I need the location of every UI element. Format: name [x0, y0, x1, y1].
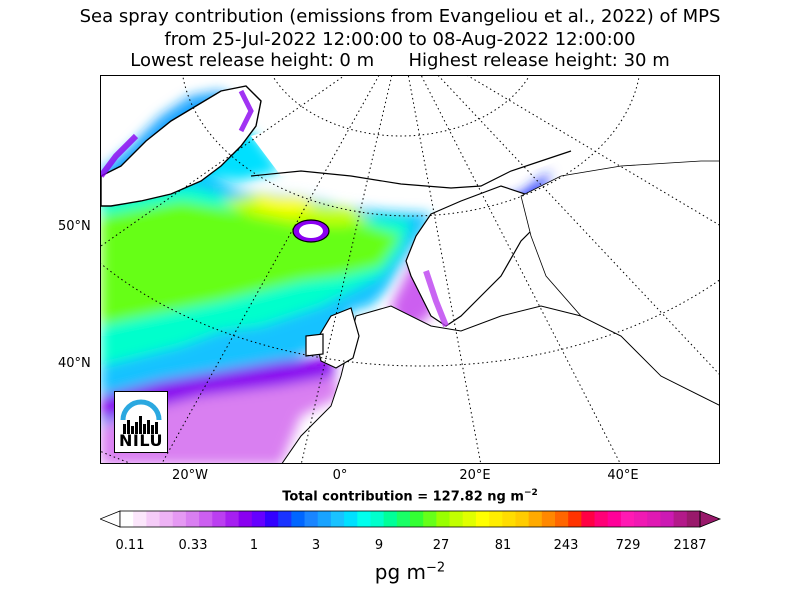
colorbar-bin: [462, 511, 477, 527]
colorbar-bin: [594, 511, 609, 527]
lon-label-20w: 20°W: [172, 468, 208, 483]
colorbar-bin: [647, 511, 661, 527]
colorbar-bin: [515, 511, 530, 527]
colorbar-bin: [304, 511, 319, 527]
colorbar-bin: [541, 511, 556, 527]
colorbar-bin: [317, 511, 332, 527]
colorbar-tick-label: 27: [432, 538, 450, 553]
colorbar-bin: [291, 511, 306, 527]
colorbar-bin: [673, 511, 688, 527]
colorbar-extend-low: [100, 510, 121, 528]
colorbar-bin: [146, 511, 161, 527]
colorbar-bin: [423, 511, 437, 527]
colorbar-extend-high: [699, 510, 722, 528]
colorbar-bin: [449, 511, 464, 527]
colorbar-tick-label: 0.11: [115, 538, 145, 553]
colorbar-bin: [330, 511, 345, 527]
graticule: [101, 76, 719, 463]
colorbar-bin: [120, 511, 134, 527]
lon-label-20e: 20°E: [459, 468, 491, 483]
colorbar-bin: [528, 511, 543, 527]
colorbar-bin: [436, 511, 451, 527]
colorbar-bin: [475, 511, 490, 527]
colorbar-bin: [686, 511, 701, 527]
colorbar-bin: [620, 511, 635, 527]
colorbar-bin: [159, 511, 174, 527]
colorbar-tick-label: 9: [374, 538, 384, 553]
title-line-2: from 25-Jul-2022 12:00:00 to 08-Aug-2022…: [164, 29, 636, 50]
nilu-logo: NILU: [114, 391, 168, 453]
colorbar-tick-label: 729: [615, 538, 641, 553]
colorbar-bin: [660, 511, 675, 527]
colorbar-bin: [357, 511, 371, 527]
title-line-3: Lowest release height: 0 m Highest relea…: [130, 50, 670, 71]
colorbar-bin: [278, 511, 292, 527]
colorbar-bin: [383, 511, 398, 527]
colorbar-tick-label: 3: [311, 538, 321, 553]
map-panel: [100, 75, 720, 464]
title-line-1: Sea spray contribution (emissions from E…: [79, 6, 721, 27]
lat-label-50n: 50°N: [58, 219, 91, 234]
colorbar-bin: [238, 511, 253, 527]
lat-label-40n: 40°N: [58, 356, 91, 371]
colorbar-bin: [568, 511, 582, 527]
lon-label-0: 0°: [332, 468, 348, 483]
colorbar-units: pg m−2: [374, 560, 446, 584]
logo-text: NILU: [119, 431, 163, 450]
colorbar-bin: [212, 511, 226, 527]
map-svg: [101, 76, 719, 463]
colorbar-tick-label: 81: [494, 538, 512, 553]
colorbar-tick-label: 2187: [673, 538, 707, 553]
colorbar-bin: [489, 511, 503, 527]
colorbar-bin: [133, 511, 147, 527]
colorbar-tick-label: 243: [553, 538, 579, 553]
total-contribution: Total contribution = 127.82 ng m−2: [282, 488, 538, 505]
colorbar-bin: [634, 511, 648, 527]
colorbar-bin: [251, 511, 266, 527]
colorbar: [100, 510, 722, 528]
colorbar-bin: [555, 511, 569, 527]
colorbar-bin: [502, 511, 516, 527]
colorbar-bin: [225, 511, 240, 527]
colorbar-bin: [344, 511, 358, 527]
colorbar-bin: [581, 511, 596, 527]
colorbar-bin: [396, 511, 411, 527]
colorbar-bin: [607, 511, 622, 527]
colorbar-bin: [199, 511, 213, 527]
colorbar-bin: [370, 511, 385, 527]
colorbar-bin: [410, 511, 424, 527]
colorbar-bin: [185, 511, 200, 527]
colorbar-tick-label: 1: [249, 538, 259, 553]
colorbar-tick-label: 0.33: [178, 538, 208, 553]
lon-label-40e: 40°E: [607, 468, 639, 483]
colorbar-bin: [172, 511, 187, 527]
colorbar-bin: [265, 511, 279, 527]
